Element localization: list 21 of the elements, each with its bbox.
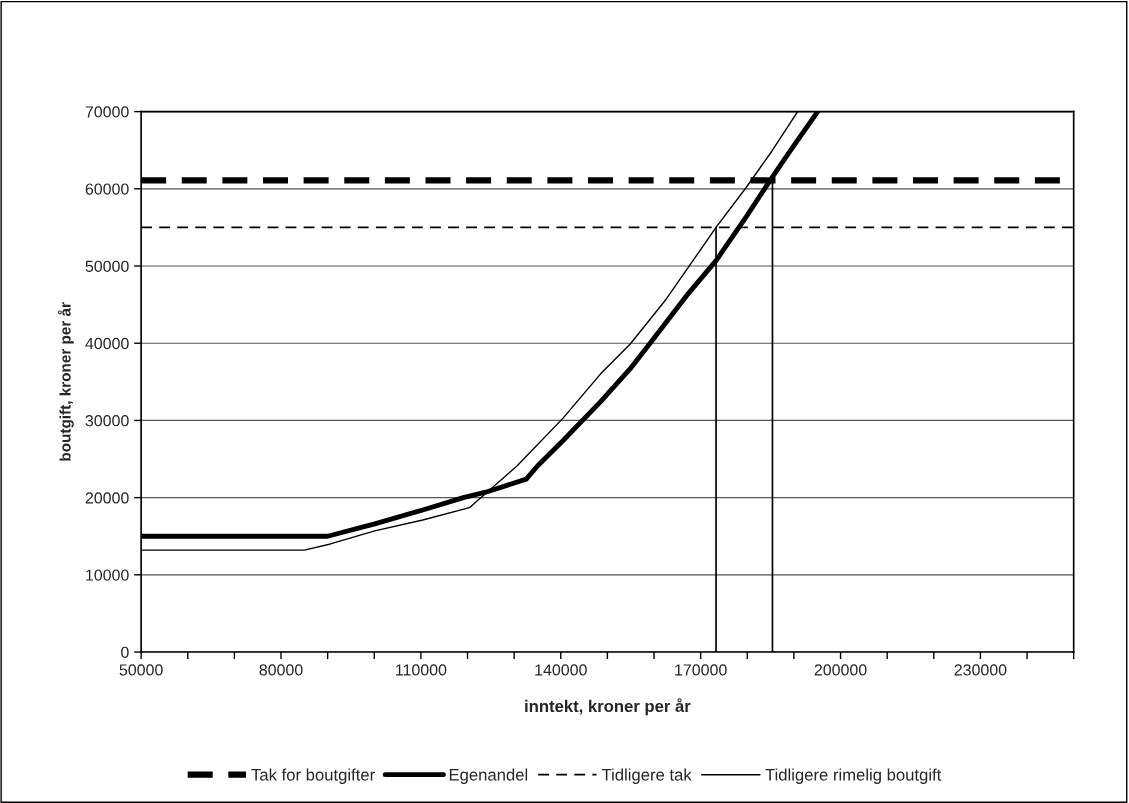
x-tick-label: 80000 (259, 664, 303, 676)
x-tick-label: 110000 (396, 664, 447, 676)
x-tick-label: 140000 (535, 664, 587, 676)
y-tick-label: 10000 (86, 569, 129, 581)
legend-label: Tak for boutgifter (251, 768, 375, 784)
legend-label: Egenandel (449, 768, 528, 784)
y-tick-label: 70000 (85, 106, 129, 118)
y-tick-label: 60000 (85, 183, 129, 195)
y-tick-label: 20000 (85, 492, 129, 504)
x-tick-label: 170000 (675, 664, 727, 676)
x-axis-title: inntekt, kroner per år (525, 698, 691, 716)
x-tick-label: 200000 (814, 664, 867, 676)
legend-label: Tidligere tak (601, 768, 692, 784)
y-axis-title: boutgift, kroner per år (57, 302, 74, 461)
x-tick-label: 50000 (119, 664, 163, 676)
y-tick-label: 30000 (85, 415, 129, 427)
y-tick-label: 50000 (85, 260, 129, 272)
legend-label: Tidligere rimelig boutgift (765, 768, 942, 784)
y-tick-label: 0 (121, 646, 129, 658)
y-tick-label: 40000 (85, 337, 129, 350)
x-tick-label: 230000 (954, 664, 1007, 676)
